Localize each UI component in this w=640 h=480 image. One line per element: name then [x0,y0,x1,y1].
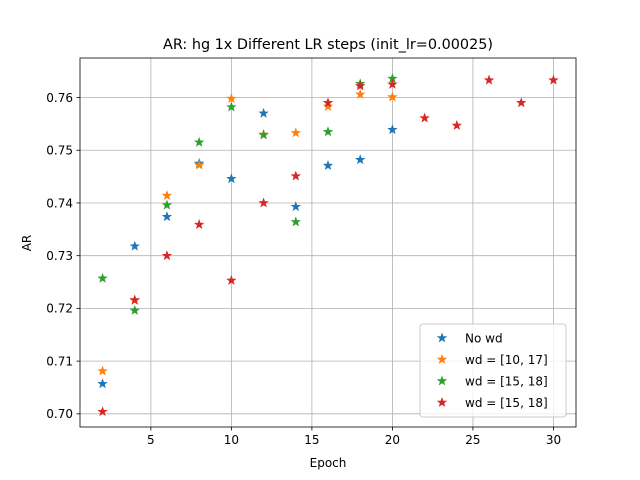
y-tick-label: 0.76 [46,91,73,105]
data-point-series-4 [161,250,173,261]
data-point-series-4 [97,406,108,417]
data-point-series-2 [290,127,302,138]
plot-frame [79,57,577,428]
y-axis-label: AR [20,235,34,252]
data-point-series-4 [193,219,205,230]
data-point-series-3 [290,216,302,227]
data-point-series-4 [451,119,463,130]
data-point-series-4 [322,97,334,108]
data-point-series-1 [290,201,302,212]
y-axis-ticks: 0.70 0.71 0.72 0.73 0.74 0.75 0.76 [46,91,80,421]
data-point-series-4 [548,74,559,85]
data-point-series-4 [258,197,269,208]
legend-label-3: wd = [15, 18] [465,375,548,389]
legend-box [419,323,567,418]
data-point-series-3 [97,272,108,283]
data-point-series-3 [258,129,269,140]
x-tick-label: 20 [385,433,400,447]
data-point-series-2 [226,93,237,104]
x-tick-label: 25 [465,433,480,447]
data-point-series-2 [161,190,173,201]
grid-lines [80,58,576,427]
x-tick-label: 30 [546,433,561,447]
y-tick-label: 0.74 [46,196,73,210]
chart-title: AR: hg 1x Different LR steps (init_lr=0.… [163,37,493,53]
data-point-series-4 [290,170,302,181]
data-point-series-4 [419,112,430,123]
data-point-series-1 [258,107,269,118]
data-point-series-1 [387,124,398,135]
legend-marker-1 [436,332,448,343]
data-point-series-3 [226,101,237,112]
data-point-series-2 [322,101,334,111]
data-point-series-1 [161,211,173,222]
y-tick-label: 0.71 [46,354,73,368]
legend-marker-3 [436,375,448,386]
data-point-series-4 [354,80,366,91]
data-point-series-1 [129,240,140,251]
data-point-series-4 [226,274,237,285]
data-point-series-3 [161,199,173,210]
data-point-series-3 [129,305,140,315]
data-point-series-3 [193,136,205,147]
y-tick-label: 0.70 [46,407,73,421]
legend-label-4: wd = [15, 18] [465,396,548,410]
data-point-series-2 [97,365,108,376]
data-point-series-2 [387,91,398,102]
data-point-series-2 [354,88,366,99]
data-point-series-4 [129,294,140,305]
data-point-series-4 [483,74,495,85]
legend: No wd wd = [10, 17] wd = [15, 18] wd = [15,… [419,323,567,418]
data-point-series-1 [226,173,237,184]
data-point-series-4 [516,97,527,108]
data-point-series-1 [322,160,334,170]
x-tick-label: 15 [304,433,319,447]
legend-label-1: No wd [465,332,503,346]
legend-label-2: wd = [10, 17] [465,353,548,367]
x-axis-label: Epoch [310,456,347,470]
legend-marker-4 [436,397,448,407]
data-point-series-3 [322,126,334,137]
data-point-series-1 [354,154,366,165]
x-tick-label: 5 [147,433,155,447]
data-point-series-4 [387,78,398,89]
legend-marker-2 [436,354,448,364]
y-tick-label: 0.72 [46,302,73,316]
y-tick-label: 0.75 [46,144,73,158]
data-points [97,73,559,417]
data-point-series-2 [193,159,205,170]
x-axis-ticks: 5 10 15 20 25 30 [147,427,561,447]
data-point-series-1 [97,378,108,389]
y-tick-label: 0.73 [46,249,73,263]
x-tick-label: 10 [224,433,239,447]
